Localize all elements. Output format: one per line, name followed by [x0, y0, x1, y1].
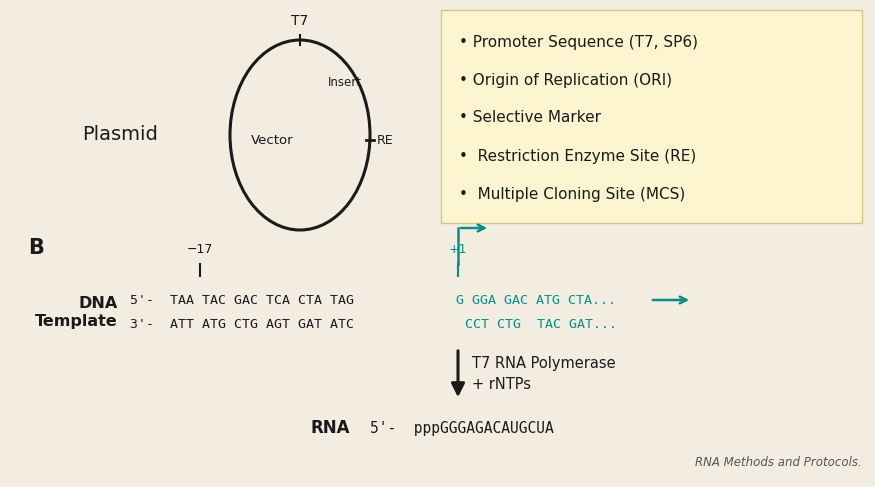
Text: DNA
Template: DNA Template	[35, 296, 118, 329]
Text: T7: T7	[291, 14, 309, 28]
Text: 5'-  pppGGGAGACAUGCUA: 5'- pppGGGAGACAUGCUA	[370, 420, 554, 435]
Text: 3'-  ATT ATG CTG AGT GAT ATC: 3'- ATT ATG CTG AGT GAT ATC	[130, 318, 354, 332]
Text: RNA Methods and Protocols.: RNA Methods and Protocols.	[696, 456, 862, 469]
Text: +1: +1	[449, 243, 467, 256]
FancyBboxPatch shape	[441, 10, 862, 223]
Text: • Origin of Replication (ORI): • Origin of Replication (ORI)	[459, 73, 672, 88]
Text: Plasmid: Plasmid	[82, 126, 158, 145]
Text: RE: RE	[377, 133, 394, 147]
Text: • Selective Marker: • Selective Marker	[459, 111, 601, 126]
Text: CCT CTG  TAC GAT...: CCT CTG TAC GAT...	[457, 318, 617, 332]
Text: •  Multiple Cloning Site (MCS): • Multiple Cloning Site (MCS)	[459, 187, 685, 202]
Text: • Promoter Sequence (T7, SP6): • Promoter Sequence (T7, SP6)	[459, 35, 698, 50]
Text: •  Restriction Enzyme Site (RE): • Restriction Enzyme Site (RE)	[459, 149, 696, 164]
Text: 5'-  TAA TAC GAC TCA CTA TAG: 5'- TAA TAC GAC TCA CTA TAG	[130, 294, 354, 306]
Text: B: B	[28, 238, 44, 258]
Text: T7 RNA Polymerase
+ rNTPs: T7 RNA Polymerase + rNTPs	[472, 356, 616, 392]
Text: Insert: Insert	[328, 76, 362, 90]
Text: −17: −17	[187, 243, 214, 256]
Text: Vector: Vector	[251, 133, 293, 147]
Text: RNA: RNA	[310, 419, 349, 437]
Text: G GGA GAC ATG CTA...: G GGA GAC ATG CTA...	[456, 294, 616, 306]
